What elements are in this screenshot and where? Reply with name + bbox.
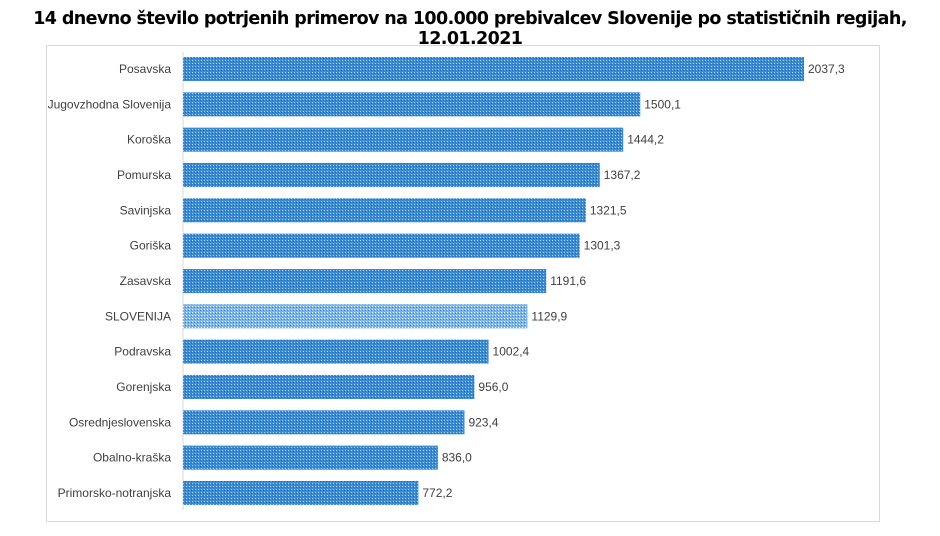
- data-label: 1444,2: [627, 133, 664, 147]
- data-label: 1321,5: [590, 203, 627, 217]
- category-label: Goriška: [130, 239, 172, 253]
- bar-zasavska: [183, 268, 547, 293]
- bar-posavska: [183, 57, 804, 81]
- data-label: 1129,9: [531, 309, 567, 323]
- data-label: 836,0: [442, 451, 472, 465]
- category-label: Podravska: [114, 345, 171, 359]
- chart-title: 14 dnevno število potrjenih primerov na …: [33, 9, 907, 49]
- category-label: Obalno-kraška: [93, 451, 171, 465]
- chart-frame: [46, 45, 880, 522]
- category-label: SLOVENIJA: [105, 309, 171, 323]
- data-label: 1301,3: [584, 239, 621, 253]
- category-label: Primorsko-notranjska: [58, 486, 172, 500]
- category-label: Pomurska: [117, 168, 171, 182]
- category-label: Koroška: [127, 133, 171, 147]
- data-label: 2037,3: [808, 62, 845, 76]
- bar-osrednjeslovenska: [183, 410, 465, 435]
- bar-podravska: [183, 339, 489, 364]
- category-label: Gorenjska: [116, 380, 171, 394]
- bar-primorsko-notranjska: [183, 480, 419, 505]
- data-label: 1191,6: [550, 274, 586, 288]
- bar-savinjska: [183, 198, 586, 223]
- category-label: Posavska: [119, 62, 171, 76]
- data-label: 956,0: [478, 380, 508, 394]
- data-label: 772,2: [422, 486, 452, 500]
- category-label: Savinjska: [120, 203, 172, 217]
- bar-jugovzhodna slovenija: [183, 92, 641, 117]
- data-label: 1500,1: [644, 97, 681, 111]
- category-label: Zasavska: [120, 274, 172, 288]
- bar-goriška: [183, 233, 580, 258]
- bar-gorenjska: [183, 374, 475, 399]
- bar-slovenija: [183, 304, 528, 329]
- bar-obalno-kraška: [183, 445, 438, 470]
- data-label: 923,4: [468, 415, 498, 429]
- bar-koroška: [183, 127, 624, 152]
- data-label: 1002,4: [493, 345, 530, 359]
- data-label: 1367,2: [604, 168, 641, 182]
- category-label: Osrednjeslovenska: [69, 415, 171, 429]
- category-label: Jugovzhodna Slovenija: [48, 97, 172, 111]
- bar-pomurska: [183, 162, 600, 187]
